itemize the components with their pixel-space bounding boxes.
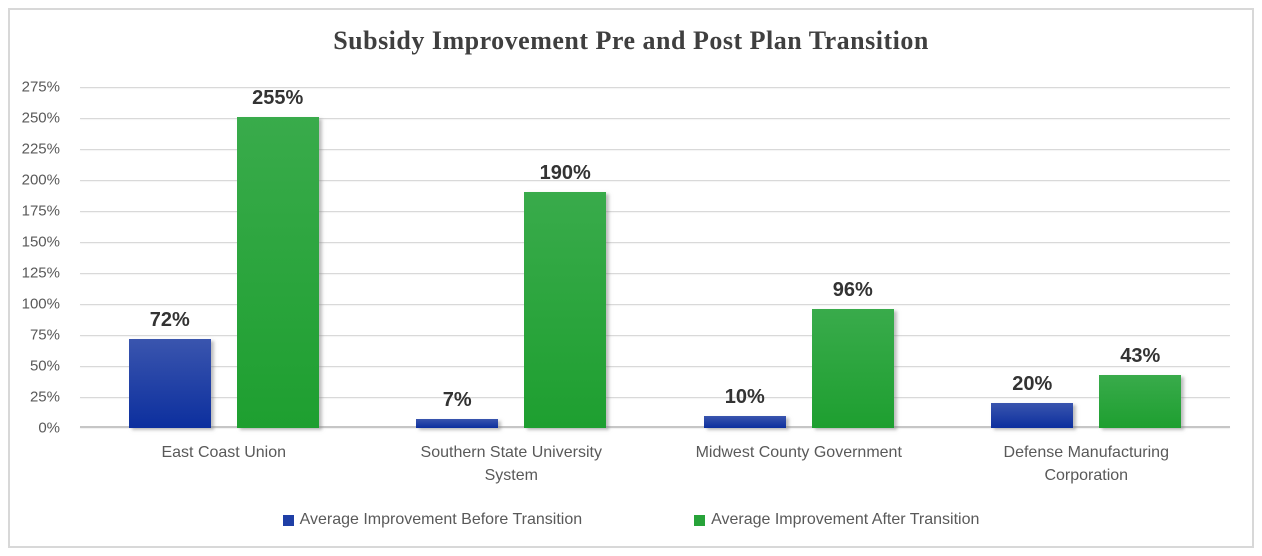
y-axis-tick-label: 200% [21,171,60,189]
legend-item: Average Improvement Before Transition [282,511,583,529]
bar-with-label: 190% [524,87,607,428]
bar-group: 7% 190% [368,87,656,428]
x-axis-cell: Southern State University System [368,441,656,487]
legend-label: Average Improvement After Transition [711,511,980,528]
gridline [80,242,1230,243]
gridline [80,273,1230,274]
bar-with-label: 20% [991,87,1074,428]
category-label: Midwest County Government [695,444,902,461]
bar-value-label: 96% [832,279,873,301]
bar-before-transition [703,415,786,428]
gridline [80,180,1230,181]
bar-after-transition [236,117,319,428]
bar-with-label: 7% [416,87,499,428]
legend-swatch-before-icon [282,514,294,526]
legend-label: Average Improvement Before Transition [299,511,583,528]
gridline [80,304,1230,305]
bar-group: 72% 255% [80,87,368,428]
y-axis: 0% 25% 50% 75% 100% 125% 150% 175% 200% 225% 250% 2… [0,79,70,437]
y-axis-tick-label: 125% [21,264,60,282]
bar-after-transition [811,309,894,428]
y-axis-tick-label: 100% [21,295,60,313]
category-label: Southern State University System [420,444,602,484]
bar-with-label: 10% [703,87,786,428]
bar-value-label: 43% [1120,344,1161,367]
gridline [80,397,1230,398]
bar-before-transition [416,419,499,428]
chart-title: Subsidy Improvement Pre and Post Plan Tr… [333,26,929,55]
bar-before-transition [991,403,1074,428]
bar-with-label: 43% [1099,87,1182,428]
bar-after-transition [524,192,607,428]
category-label: East Coast Union [161,444,286,461]
bar-with-label: 255% [236,87,319,428]
bar-value-label: 20% [1012,373,1053,396]
y-axis-tick-label: 75% [29,326,60,344]
bar-with-label: 72% [128,87,211,428]
legend: Average Improvement Before Transition Ave… [0,511,1262,529]
legend-item: Average Improvement After Transition [694,511,979,529]
bar-group: 10% 96% [655,87,943,428]
x-axis-cell: Midwest County Government [655,441,943,487]
y-axis-tick-label: 225% [21,140,60,158]
x-axis-baseline [80,426,1230,428]
y-axis-tick-label: 275% [21,78,60,96]
gridline [80,87,1230,88]
y-axis-tick-label: 50% [29,357,60,375]
bar-with-label: 96% [811,87,894,428]
y-axis-tick-label: 0% [38,419,60,437]
x-axis-cell: Defense Manufacturing Corporation [943,441,1231,487]
bar-value-label: 190% [539,162,591,185]
y-axis-tick-label: 250% [21,109,60,127]
y-axis-tick-label: 25% [29,388,60,406]
plot-area: 72% 255% 7% 190% 10% 96% 20% 43% [80,87,1230,428]
gridline [80,335,1230,336]
bar-group: 20% 43% [943,87,1231,428]
bar-before-transition [128,338,211,428]
legend-swatch-after-icon [694,514,706,526]
bar-value-label: 10% [724,385,765,408]
bar-value-label: 72% [149,308,190,331]
y-axis-tick-label: 150% [21,233,60,251]
category-label: Defense Manufacturing Corporation [1003,444,1169,484]
gridline [80,211,1230,212]
bar-after-transition [1099,374,1182,428]
bar-value-label: 255% [252,87,304,109]
gridline [80,366,1230,367]
x-axis: East Coast Union Southern State Universit… [80,441,1230,487]
y-axis-tick-label: 175% [21,202,60,220]
gridline [80,149,1230,150]
bar-value-label: 7% [442,389,472,412]
x-axis-cell: East Coast Union [80,441,368,487]
gridline [80,118,1230,119]
bar-groups: 72% 255% 7% 190% 10% 96% 20% 43% [80,87,1230,428]
